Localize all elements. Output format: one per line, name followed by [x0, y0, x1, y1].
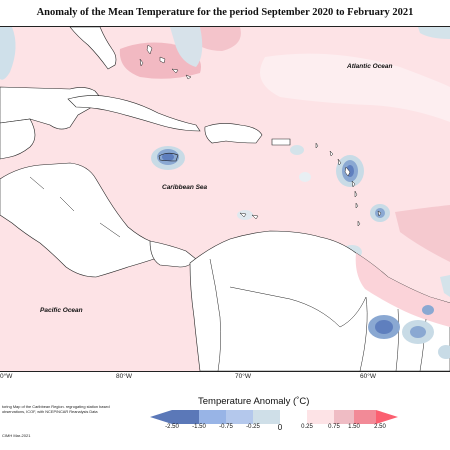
legend-tick-labels: -2.50 -1.50 -0.75 -0.25 0 0.25 0.75 1.50… — [165, 423, 388, 434]
pale-anomaly-atlantic — [260, 53, 450, 122]
map-canvas — [0, 27, 450, 371]
legend-swatch-2 — [199, 410, 226, 424]
longitude-label-west: 0°W — [0, 373, 13, 380]
legend-arrow-left — [150, 410, 172, 424]
cool-anomaly-guiana-small — [422, 305, 434, 315]
cool-anomaly-jamaica-core — [162, 153, 174, 161]
land-florida-peninsula — [69, 27, 117, 70]
land-hispaniola — [204, 123, 263, 144]
cool-anomaly-fr-guiana — [438, 345, 450, 359]
legend-tick: 0.75 — [328, 424, 340, 430]
legend-swatch-8 — [354, 410, 376, 424]
legend-color-bar — [150, 410, 398, 424]
legend-swatch-7 — [334, 410, 354, 424]
cool-anomaly-florida — [170, 27, 203, 67]
legend-title: Temperature Anomaly (˚C) — [198, 396, 310, 407]
label-pacific-ocean: Pacific Ocean — [40, 307, 83, 314]
land-jamaica — [158, 152, 179, 162]
legend-swatch-5 — [280, 410, 307, 424]
temperature-anomaly-map: Atlantic Ocean Caribbean Sea Pacific Oce… — [0, 26, 450, 372]
cool-anomaly-guyana-core — [375, 320, 393, 334]
legend-tick: -1.50 — [192, 424, 206, 430]
legend-swatch-6 — [307, 410, 334, 424]
cool-anomaly-leeward — [299, 172, 311, 182]
longitude-label-70w: 70°W — [235, 373, 251, 380]
country-borders — [29, 176, 427, 371]
cool-anomaly-topright — [418, 27, 450, 39]
cool-anomaly-suriname-core — [410, 326, 426, 338]
land-cuba — [67, 95, 201, 132]
legend-tick: 2.50 — [374, 424, 386, 430]
warm-anomaly-southeast — [395, 205, 450, 262]
legend-tick: -2.50 — [165, 424, 179, 430]
data-source-note: toring Map of the Caribbean Region. regr… — [2, 404, 110, 415]
label-atlantic-ocean: Atlantic Ocean — [347, 63, 393, 70]
land-central-america — [0, 162, 161, 278]
legend-swatch-4 — [253, 410, 280, 424]
land-panama — [149, 240, 197, 268]
legend-tick: 0.25 — [301, 424, 313, 430]
longitude-label-80w: 80°W — [116, 373, 132, 380]
legend-swatch-3 — [226, 410, 253, 424]
copyright-note: CIMH Mar-2021 — [2, 433, 31, 438]
longitude-label-60w: 60°W — [360, 373, 376, 380]
label-caribbean-sea: Caribbean Sea — [162, 184, 208, 191]
legend-swatch-1 — [172, 410, 199, 424]
legend-tick: -0.75 — [219, 424, 233, 430]
legend-tick: 1.50 — [348, 424, 360, 430]
land-mexico-yucatan — [0, 118, 36, 160]
cool-anomaly-virgin-islands — [290, 145, 304, 155]
legend-tick: -0.25 — [246, 424, 260, 430]
cool-anomaly-edge — [440, 275, 450, 297]
warm-anomaly-north — [190, 27, 241, 51]
legend-arrow-right — [376, 410, 398, 424]
cool-anomaly-topleft — [0, 27, 16, 80]
land-puerto-rico — [271, 138, 291, 146]
islands-lesser-antilles — [239, 142, 382, 227]
map-title: Anomaly of the Mean Temperature for the … — [36, 7, 414, 18]
islands-bahamas — [139, 44, 192, 80]
legend-tick: 0 — [277, 423, 283, 432]
